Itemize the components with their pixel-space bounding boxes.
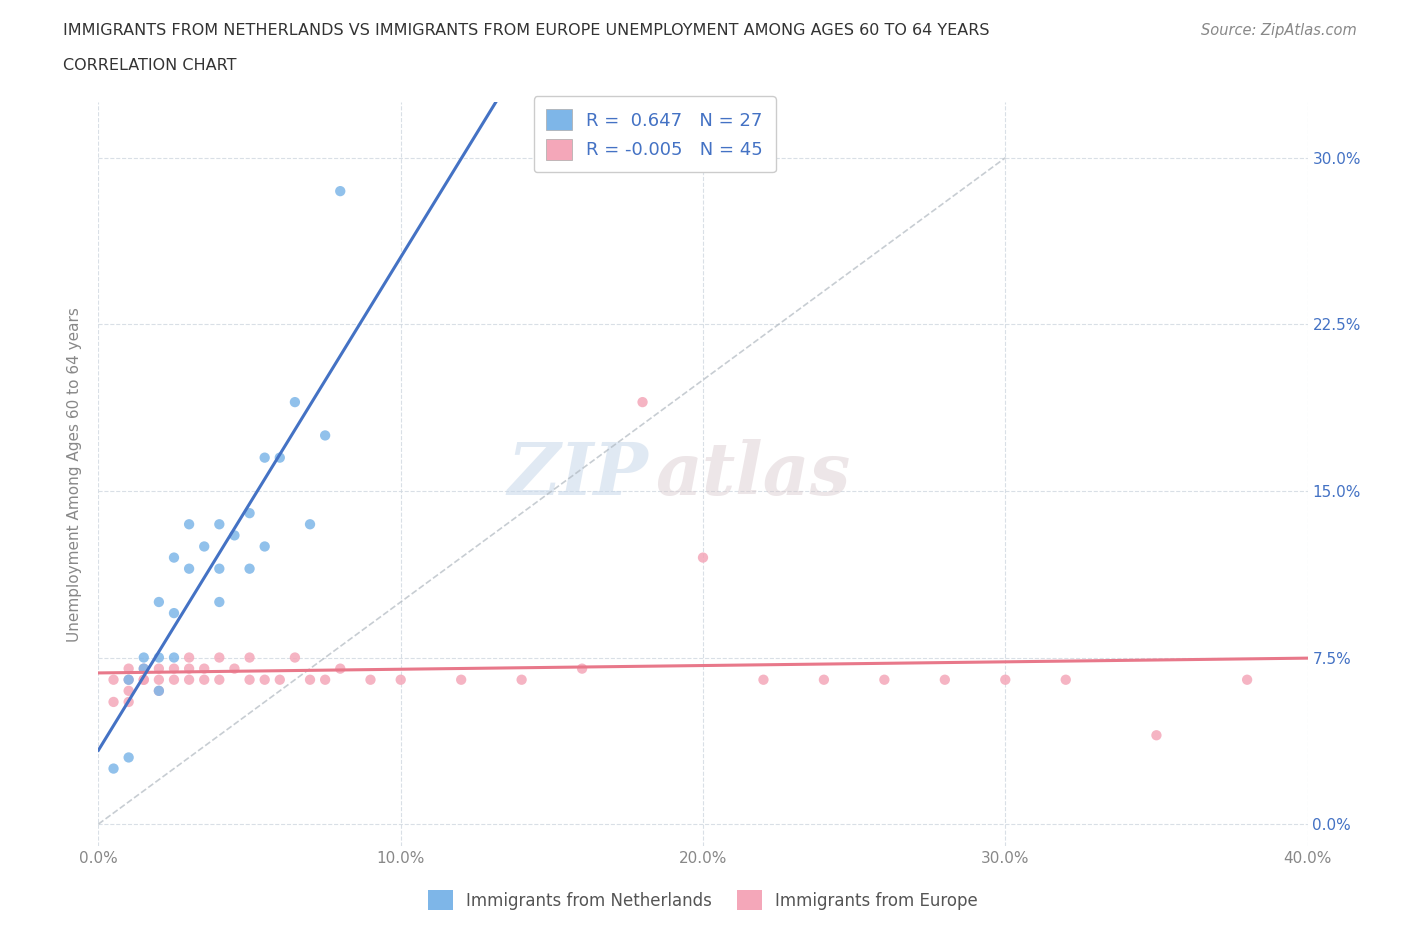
Legend: R =  0.647   N = 27, R = -0.005   N = 45: R = 0.647 N = 27, R = -0.005 N = 45	[534, 97, 776, 172]
Point	[224, 661, 246, 676]
Point	[148, 650, 170, 665]
Point	[510, 672, 533, 687]
Point	[179, 650, 201, 665]
Point	[193, 661, 215, 676]
Text: CORRELATION CHART: CORRELATION CHART	[63, 58, 236, 73]
Point	[329, 661, 352, 676]
Point	[163, 605, 186, 620]
Point	[934, 672, 956, 687]
Point	[208, 672, 231, 687]
Point	[103, 761, 125, 776]
Point	[269, 450, 291, 465]
Y-axis label: Unemployment Among Ages 60 to 64 years: Unemployment Among Ages 60 to 64 years	[67, 307, 83, 642]
Point	[253, 672, 276, 687]
Point	[253, 539, 276, 554]
Point	[148, 661, 170, 676]
Point	[269, 672, 291, 687]
Point	[692, 551, 714, 565]
Legend: Immigrants from Netherlands, Immigrants from Europe: Immigrants from Netherlands, Immigrants …	[422, 884, 984, 917]
Point	[179, 517, 201, 532]
Point	[118, 750, 141, 764]
Point	[132, 661, 155, 676]
Point	[148, 594, 170, 609]
Point	[299, 672, 322, 687]
Point	[163, 661, 186, 676]
Point	[179, 672, 201, 687]
Point	[1054, 672, 1077, 687]
Point	[208, 594, 231, 609]
Point	[132, 672, 155, 687]
Point	[994, 672, 1017, 687]
Point	[239, 561, 262, 576]
Point	[193, 672, 215, 687]
Point	[571, 661, 593, 676]
Point	[148, 672, 170, 687]
Point	[132, 650, 155, 665]
Point	[179, 561, 201, 576]
Point	[239, 506, 262, 521]
Point	[813, 672, 835, 687]
Point	[179, 661, 201, 676]
Point	[1144, 728, 1167, 743]
Point	[132, 672, 155, 687]
Point	[163, 551, 186, 565]
Point	[118, 672, 141, 687]
Point	[208, 561, 231, 576]
Point	[132, 661, 155, 676]
Text: ZIP: ZIP	[508, 439, 648, 510]
Point	[314, 672, 336, 687]
Point	[118, 684, 141, 698]
Point	[389, 672, 412, 687]
Point	[224, 528, 246, 543]
Point	[193, 539, 215, 554]
Point	[118, 672, 141, 687]
Point	[163, 672, 186, 687]
Point	[1236, 672, 1258, 687]
Point	[163, 650, 186, 665]
Point	[284, 650, 307, 665]
Point	[118, 661, 141, 676]
Point	[148, 684, 170, 698]
Text: IMMIGRANTS FROM NETHERLANDS VS IMMIGRANTS FROM EUROPE UNEMPLOYMENT AMONG AGES 60: IMMIGRANTS FROM NETHERLANDS VS IMMIGRANT…	[63, 23, 990, 38]
Point	[208, 517, 231, 532]
Point	[103, 672, 125, 687]
Point	[329, 184, 352, 199]
Point	[239, 650, 262, 665]
Point	[208, 650, 231, 665]
Point	[118, 695, 141, 710]
Point	[253, 450, 276, 465]
Point	[239, 672, 262, 687]
Point	[299, 517, 322, 532]
Point	[103, 695, 125, 710]
Point	[360, 672, 382, 687]
Point	[631, 394, 654, 409]
Point	[284, 394, 307, 409]
Text: atlas: atlas	[655, 439, 849, 510]
Point	[450, 672, 472, 687]
Text: Source: ZipAtlas.com: Source: ZipAtlas.com	[1201, 23, 1357, 38]
Point	[873, 672, 896, 687]
Point	[752, 672, 775, 687]
Point	[314, 428, 336, 443]
Point	[148, 684, 170, 698]
